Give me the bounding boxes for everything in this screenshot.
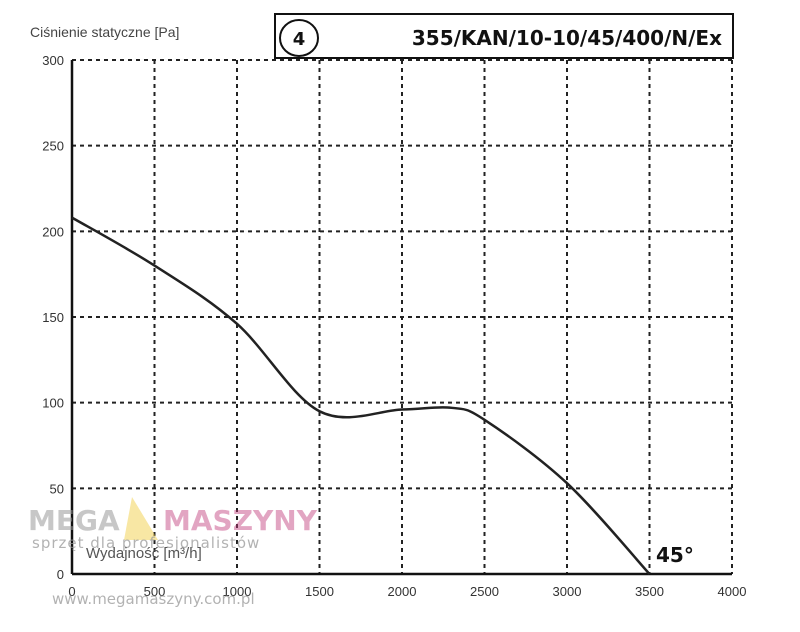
x-tick-label: 4000: [718, 584, 747, 599]
y-tick-label: 200: [42, 224, 64, 239]
x-tick-label: 1500: [305, 584, 334, 599]
x-tick-label: 3500: [635, 584, 664, 599]
curve-number: 4: [293, 29, 306, 50]
x-tick-labels: 0 500 1000 1500 2000 2500 3000 3500 4000: [68, 584, 746, 599]
x-tick-label: 1000: [223, 584, 252, 599]
x-axis-label: Wydajność [m³/h]: [86, 545, 202, 562]
grid-lines: [71, 59, 733, 575]
x-tick-label: 0: [68, 584, 75, 599]
x-tick-label: 2500: [470, 584, 499, 599]
blade-angle-annotation: 45°: [656, 543, 694, 567]
watermark-url: www.megamaszyny.com.pl: [52, 590, 255, 608]
y-axis-label: Ciśnienie statyczne [Pa]: [30, 24, 179, 40]
x-tick-label: 2000: [388, 584, 417, 599]
curve-layer: [71, 216, 651, 575]
y-tick-label: 300: [42, 53, 64, 68]
y-tick-label: 100: [42, 396, 64, 411]
model-code: 355/KAN/10-10/45/400/N/Ex: [412, 26, 722, 50]
watermark-logo-icon: [124, 497, 158, 540]
watermark-brand-left: MEGA: [28, 504, 120, 537]
model-box: [274, 13, 734, 59]
series-line: [71, 216, 651, 575]
curve-number-circle: [279, 19, 319, 57]
watermark: MEGA MASZYNY sprzęt dla profesjonalistów…: [28, 497, 318, 608]
watermark-tagline: sprzęt dla profesjonalistów: [32, 534, 260, 552]
y-tick-labels: 0 50 100 150 200 250 300: [42, 53, 64, 582]
y-tick-label: 150: [42, 310, 64, 325]
y-tick-label: 250: [42, 139, 64, 154]
x-tick-label: 3000: [553, 584, 582, 599]
axes: [70, 60, 732, 576]
y-tick-label: 0: [57, 567, 64, 582]
watermark-brand-right: MASZYNY: [163, 504, 318, 537]
y-tick-label: 50: [50, 481, 64, 496]
x-tick-label: 500: [144, 584, 166, 599]
